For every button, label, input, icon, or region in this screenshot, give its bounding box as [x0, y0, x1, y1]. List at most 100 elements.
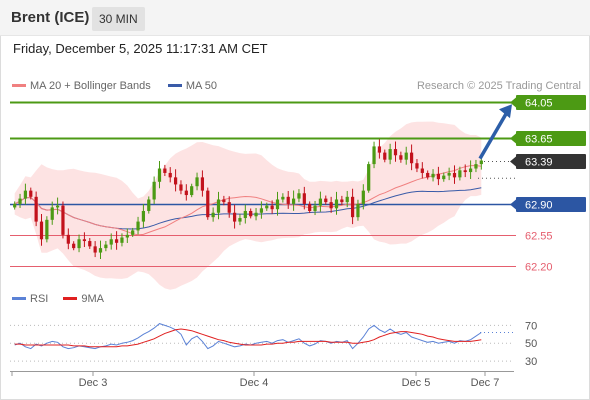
pivot-label: 62.90 — [525, 200, 553, 212]
candle-body — [200, 177, 205, 191]
candle-body — [291, 198, 296, 204]
candle-body — [195, 177, 199, 187]
candle-body — [361, 190, 365, 204]
ma50-swatch — [167, 83, 182, 87]
candle-body — [415, 163, 419, 169]
candle-body — [93, 246, 97, 253]
candle-body — [318, 198, 323, 206]
candle-body — [420, 168, 424, 173]
candle-body — [313, 205, 317, 211]
candle-body — [13, 203, 17, 208]
candle-body — [184, 190, 188, 196]
candle-body — [29, 190, 33, 197]
resistance-2-tag-pointer — [510, 97, 516, 108]
candle-body — [227, 202, 231, 213]
candle-body — [114, 239, 119, 243]
candle-body — [88, 241, 92, 247]
candle-body — [238, 218, 242, 222]
candle-body — [426, 172, 430, 178]
candle-body — [141, 210, 146, 222]
candle-body — [302, 193, 306, 204]
candle-body — [232, 212, 237, 222]
instrument-title: Brent (ICE) — [11, 9, 90, 26]
candle-body — [173, 177, 178, 185]
ma20-line — [14, 165, 482, 236]
candle-body — [125, 234, 129, 238]
candle-body — [329, 202, 333, 209]
candle-body — [297, 193, 301, 199]
candle-body — [367, 164, 371, 191]
legend-9ma: 9MA — [63, 293, 104, 305]
candle-body — [216, 199, 221, 213]
candle-body — [383, 152, 387, 160]
candle-body — [98, 248, 103, 253]
candle-body — [82, 239, 87, 242]
current-price-label: 63.39 — [525, 157, 553, 169]
candle-body — [479, 160, 483, 165]
candle-body — [66, 234, 70, 244]
candle-body — [442, 175, 446, 180]
timestamp: Friday, December 5, 2025 11:17:31 AM CET — [13, 41, 268, 56]
candle-body — [61, 205, 65, 235]
candle-body — [388, 149, 392, 160]
candle-body — [393, 149, 398, 156]
candle-body — [281, 196, 285, 200]
candle-body — [157, 168, 162, 182]
price-legend: MA 20 + Bollinger Bands MA 50 — [12, 80, 231, 92]
candle-body — [265, 205, 269, 209]
candle-body — [356, 203, 360, 218]
candle-body — [431, 173, 435, 178]
candle-body — [211, 212, 215, 218]
candle-body — [243, 210, 247, 219]
candle-body — [50, 207, 54, 220]
candle-body — [77, 239, 81, 249]
rsi-tick-70: 70 — [525, 320, 537, 332]
candle-body — [372, 146, 376, 165]
support-2-label: 62.20 — [525, 262, 553, 274]
x-tick-label: Dec 3 — [79, 377, 108, 389]
candle-body — [179, 184, 183, 191]
pivot-tag-pointer — [510, 199, 516, 210]
x-tick-label: Dec 7 — [471, 377, 500, 389]
ma9-label: 9MA — [81, 293, 105, 305]
x-tick-label: Dec 4 — [240, 377, 269, 389]
candle-body — [168, 172, 172, 178]
ma50-label: MA 50 — [185, 80, 218, 92]
candle-body — [55, 205, 60, 208]
candle-body — [474, 164, 478, 169]
research-credit: Research © 2025 Trading Central — [416, 80, 581, 92]
current-price-tag-pointer — [510, 156, 516, 167]
candle-body — [275, 199, 280, 210]
candle-body — [270, 205, 274, 210]
interval-button[interactable]: 30 MIN — [92, 7, 145, 31]
candle-body — [447, 172, 451, 176]
candle-body — [18, 198, 22, 204]
candle-body — [104, 244, 108, 249]
candle-body — [45, 219, 49, 240]
candle-body — [163, 168, 167, 173]
candle-body — [259, 208, 264, 213]
resistance-2-label: 64.05 — [525, 98, 553, 110]
candle-body — [404, 152, 408, 160]
legend-rsi: RSI — [12, 293, 48, 305]
candle-body — [249, 210, 253, 217]
x-tick-label: Dec 5 — [402, 377, 431, 389]
bollinger-band — [14, 121, 482, 290]
resistance-1-tag-pointer — [510, 133, 516, 144]
resistance-1-tag — [516, 131, 586, 146]
forecast-arrow-shaft — [478, 111, 509, 160]
candle-body — [72, 243, 76, 249]
candle-body — [109, 239, 113, 245]
candle-body — [324, 198, 328, 203]
candle-body — [120, 237, 124, 243]
support-1-label: 62.55 — [525, 231, 553, 243]
candle-body — [436, 173, 441, 180]
rsi-swatch — [12, 296, 26, 300]
candle-body — [409, 152, 414, 164]
pivot-tag — [516, 197, 586, 212]
candle-body — [152, 181, 156, 200]
ma20-label: MA 20 + Bollinger Bands — [30, 80, 151, 92]
candle-body — [377, 146, 382, 153]
candle-body — [23, 190, 28, 199]
